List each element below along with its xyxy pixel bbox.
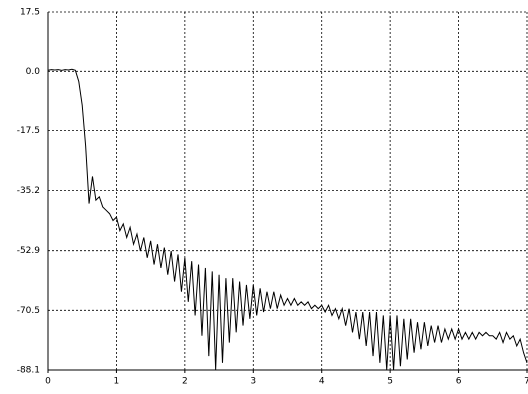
x-tick-label: 6 [456,377,462,387]
y-tick-label: 0.0 [26,67,41,77]
x-tick-label: 7 [524,377,528,387]
x-tick-label: 5 [387,377,393,387]
y-tick-label: -17.5 [17,126,40,136]
data-line [48,68,528,370]
y-tick-label: -35.2 [17,186,40,196]
x-tick-label: 1 [114,377,120,387]
y-tick-label: 17.5 [20,8,40,18]
y-tick-label: -52.9 [17,246,41,256]
x-tick-label: 3 [250,377,256,387]
x-tick-label: 4 [319,377,325,387]
y-tick-label: -88.1 [17,366,40,376]
x-tick-label: 2 [182,377,188,387]
x-tick-label: 0 [45,377,51,387]
y-tick-label: -70.5 [17,306,40,316]
